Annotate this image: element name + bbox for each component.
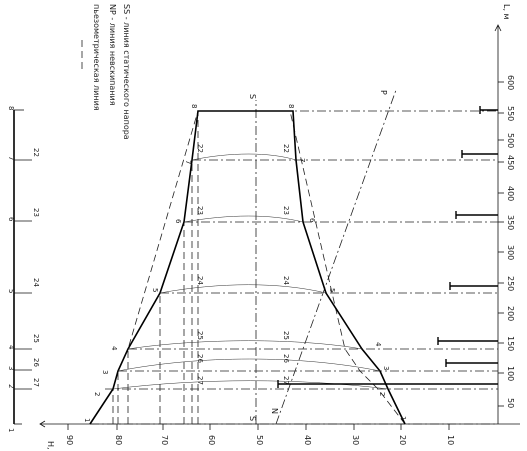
non-boiling-line [275,89,397,425]
axis-l-tick-label: 600 [506,75,515,90]
piezo-node-label: 6 [308,218,316,223]
axis-h-tick-label: 50 [255,435,264,445]
branch-labels-right: 27 26 25 24 23 22 [282,144,290,385]
scheme-node-label: 3 [7,366,15,370]
branch-node-label: 27 [196,376,204,385]
projection-lines [112,111,199,424]
scheme-branch-label: 27 [32,378,40,387]
axis-l-tick-label: 400 [506,186,515,201]
branch-labels-left: 27 26 25 24 23 22 [196,144,204,385]
static-head-mark-bottom: S [248,416,257,421]
branch-node-label: 22 [196,144,204,153]
branch-node-label: 26 [282,354,290,363]
scheme-node-label: 7 [7,156,15,160]
scheme-node-label: 1 [7,428,15,432]
axis-h-tick-label: 20 [398,435,407,445]
legend-piezo-text: пьезометрическая линия [92,4,101,111]
legend: пьезометрическая линия NP - линия невски… [81,4,131,140]
level-lines [90,110,498,425]
branch-node-label: 23 [196,206,204,215]
legend-ss-text: SS - линия статического напора [122,4,131,140]
axis-l-tick-label: 500 [506,133,515,148]
axis-l-tick-label: 450 [506,155,515,170]
piezo-node-label: 3 [101,370,109,374]
axis-h: H, м 90 80 70 60 50 40 30 20 10 [39,420,520,451]
network-scheme: 1 2 3 4 5 6 7 8 27 26 25 24 23 22 [7,106,40,432]
pressure-rods [278,109,498,385]
scheme-branch-label: 24 [32,278,40,287]
non-boiling-mark-n: N [270,408,279,414]
piezo-node-label: 4 [110,346,118,351]
branch-node-label: 26 [196,354,204,363]
axis-h-tick-label: 90 [65,435,74,445]
axis-l: L, м 50 100 150 200 250 300 350 400 450 … [494,4,515,424]
node-labels-right: 1 2 3 4 5 6 7 8 [287,104,407,420]
axis-h-tick-label: 10 [446,435,455,445]
axis-h-tick-label: 80 [114,435,123,445]
axis-h-tick-label: 70 [160,435,169,445]
piezometric-lines [89,110,406,425]
scheme-node-label: 2 [7,384,15,388]
axis-h-tick-label: 60 [207,435,216,445]
pressure-rod-caps [277,106,481,388]
axis-l-tick-label: 200 [506,306,515,321]
branch-node-label: 24 [196,276,204,285]
branch-curves [112,153,389,390]
piezo-node-label: 1 [83,418,91,422]
axis-l-tick-label: 300 [506,245,515,260]
piezo-node-label: 2 [378,392,386,396]
piezo-node-label: 8 [287,104,295,108]
piezo-node-label: 7 [298,158,306,162]
axis-l-tick-label: 350 [506,215,515,230]
piezo-node-label: 1 [399,416,407,420]
axis-h-tick-label: 30 [351,435,360,445]
scheme-node-label: 6 [7,217,15,222]
axis-h-arrow [39,420,46,428]
piezometric-envelope [89,110,406,425]
axis-l-tick-label: 100 [506,366,515,381]
piezo-node-label: 5 [328,288,336,292]
scheme-branch-label: 22 [32,148,40,157]
scheme-branch-label: 26 [32,358,40,367]
piezo-node-label: 7 [184,160,192,164]
scheme-branch-label: 23 [32,208,40,217]
branch-node-label: 23 [282,206,290,215]
scheme-node-label: 8 [7,106,15,110]
axis-l-tick-label: 150 [506,336,515,351]
static-head-mark-top: S [248,94,257,99]
non-boiling-mark-p: P [379,90,388,95]
axis-l-arrow [494,24,502,32]
axis-h-tick-label: 40 [303,435,312,445]
node-labels-left: 1 2 3 4 5 6 7 8 [83,104,198,422]
axis-l-tick-label: 50 [506,398,515,408]
axis-l-unit: L, м [502,4,511,20]
piezo-node-label: 5 [151,288,159,292]
scheme-node-label: 4 [7,345,15,350]
branch-node-label: 25 [282,331,290,340]
branch-node-label: 22 [282,144,290,153]
piezo-node-label: 3 [382,366,390,370]
branch-node-label: 24 [282,276,290,285]
axis-l-tick-label: 250 [506,276,515,291]
branch-node-label: 27 [282,376,290,385]
scheme-branch-label: 25 [32,334,40,343]
scheme-node-label: 5 [7,289,15,293]
branch-node-label: 25 [196,331,204,340]
piezo-node-label: 6 [174,219,182,224]
axis-l-tick-label: 550 [506,106,515,121]
piezo-node-label: 2 [93,392,101,396]
legend-np-text: NP - линия невскипания [108,4,117,106]
piezo-node-label: 8 [190,104,198,108]
piezo-node-label: 4 [374,342,382,347]
axis-h-unit: H, м [46,441,55,451]
